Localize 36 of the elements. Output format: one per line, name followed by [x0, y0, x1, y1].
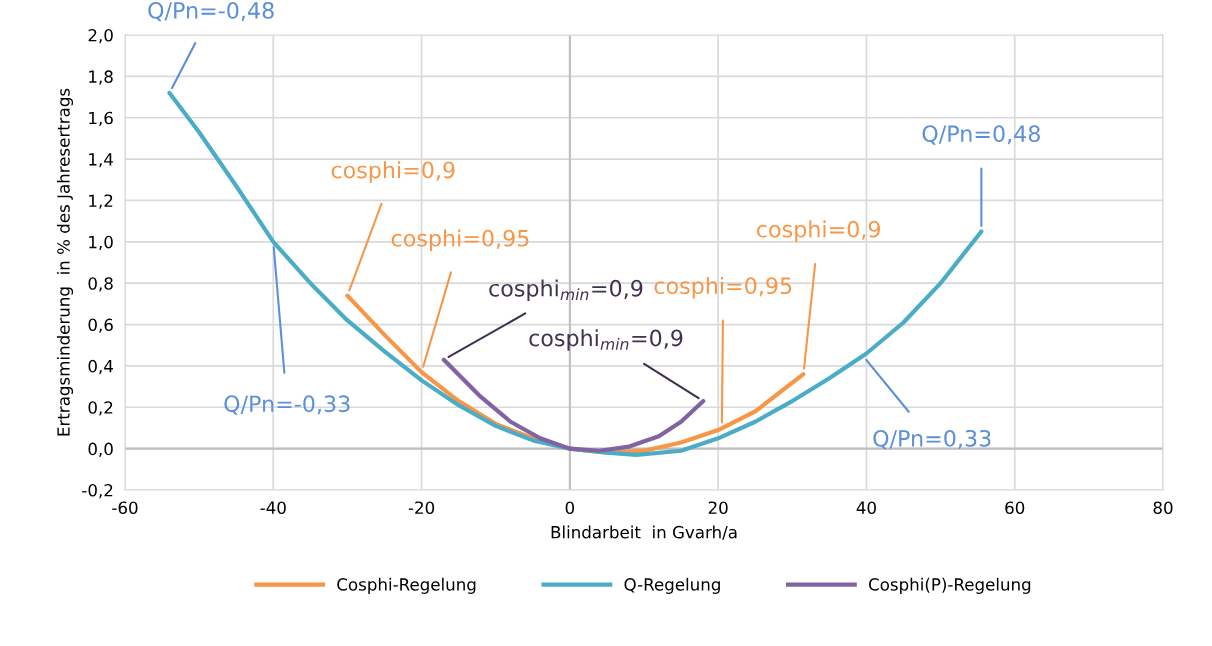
annotation: cosphi=0,95 [391, 229, 529, 251]
annotation: cosphi=0,9 [757, 220, 880, 242]
line-series [441, 357, 706, 453]
x-tick-label: -20 [408, 501, 435, 515]
x-tick-label: 20 [708, 501, 728, 515]
annotation: cosphi=0,95 [654, 276, 792, 299]
y-tick-label: 1,4 [89, 153, 113, 168]
legend-label: Cosphi-Regelung [337, 577, 476, 594]
x-tick-label: 80 [1153, 501, 1173, 515]
legend-label: Q-Regelung [624, 577, 720, 594]
y-tick-label: 0,8 [88, 277, 113, 292]
y-tick-label: 2,0 [88, 28, 113, 44]
annotation: Q/Pn=-0,48 [148, 1, 274, 22]
y-tick-label: 1,0 [89, 235, 113, 251]
annotation: cosphi$_{min}$=0,9 [529, 329, 683, 351]
x-tick-label: 40 [856, 501, 876, 515]
annotation: Q/Pn=0,33 [873, 429, 991, 450]
legend-label: Cosphi(P)-Regelung [869, 577, 1031, 594]
x-tick-label: 0 [565, 501, 575, 515]
y-tick-label: 1,6 [89, 111, 113, 126]
x-tick-label: -60 [112, 501, 138, 515]
annotation: Q/Pn=-0,33 [224, 395, 350, 415]
annotation: cosphi$_{min}$=0,9 [489, 279, 643, 301]
y-tick-label: 0,6 [88, 318, 113, 333]
annotation: cosphi=0,9 [331, 161, 455, 183]
annotation: Q/Pn=0,48 [922, 125, 1040, 145]
x-tick-label: -40 [260, 501, 286, 515]
x-axis-title: Blindarbeit in Gvarh/a [551, 525, 737, 540]
y-tick-label: 0,2 [88, 401, 113, 416]
x-tick-label: 60 [1005, 501, 1025, 515]
y-axis-title: Ertragsminderung in % des Jahresertrags [56, 88, 74, 436]
y-tick-label: 1,2 [89, 194, 113, 209]
y-tick-label: 0,4 [88, 359, 113, 375]
y-tick-label: -0,2 [82, 483, 113, 499]
y-tick-label: 0,0 [88, 442, 113, 457]
y-tick-label: 1,8 [89, 70, 113, 85]
